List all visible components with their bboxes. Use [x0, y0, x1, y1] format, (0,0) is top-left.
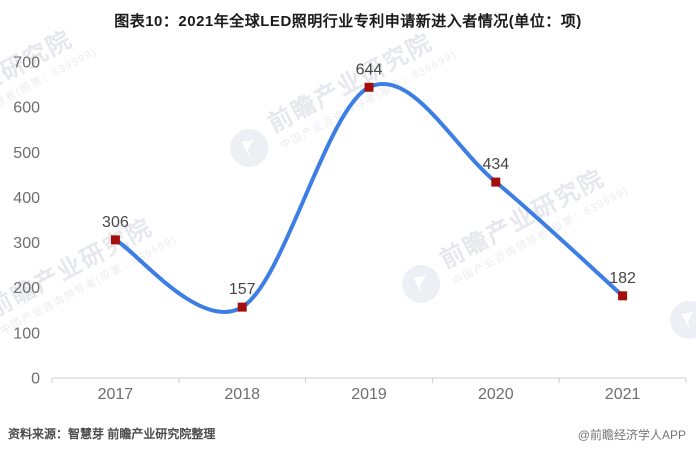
- data-point-label: 434: [482, 156, 509, 173]
- x-tick-label: 2020: [478, 386, 514, 403]
- y-tick-label: 600: [13, 100, 40, 117]
- y-tick-label: 200: [13, 280, 40, 297]
- data-point-marker[interactable]: [364, 82, 374, 92]
- y-tick-label: 300: [13, 235, 40, 252]
- y-tick-label: 500: [13, 145, 40, 162]
- data-point-marker[interactable]: [491, 177, 501, 187]
- data-point-marker[interactable]: [110, 235, 120, 245]
- data-point-marker[interactable]: [618, 291, 628, 301]
- data-point-label: 644: [356, 61, 383, 78]
- x-tick-label: 2021: [605, 386, 641, 403]
- data-point-label: 306: [102, 214, 129, 231]
- source-note: 资料来源：智慧芽 前瞻产业研究院整理: [8, 427, 216, 441]
- x-tick-label: 2019: [351, 386, 387, 403]
- y-tick-label: 400: [13, 190, 40, 207]
- y-tick-label: 700: [13, 55, 40, 72]
- data-point-label: 182: [609, 270, 636, 287]
- line-series: [113, 82, 625, 314]
- data-point-label: 157: [229, 281, 256, 298]
- y-tick-label: 100: [13, 325, 40, 342]
- data-point-marker[interactable]: [237, 302, 247, 312]
- x-tick-label: 2017: [98, 386, 134, 403]
- app-credit: @前瞻经济学人APP: [577, 428, 686, 442]
- chart-title: 图表10：2021年全球LED照明行业专利申请新进入者情况(单位：项): [114, 13, 582, 30]
- y-tick-label: 0: [31, 371, 40, 388]
- x-tick-label: 2018: [224, 386, 260, 403]
